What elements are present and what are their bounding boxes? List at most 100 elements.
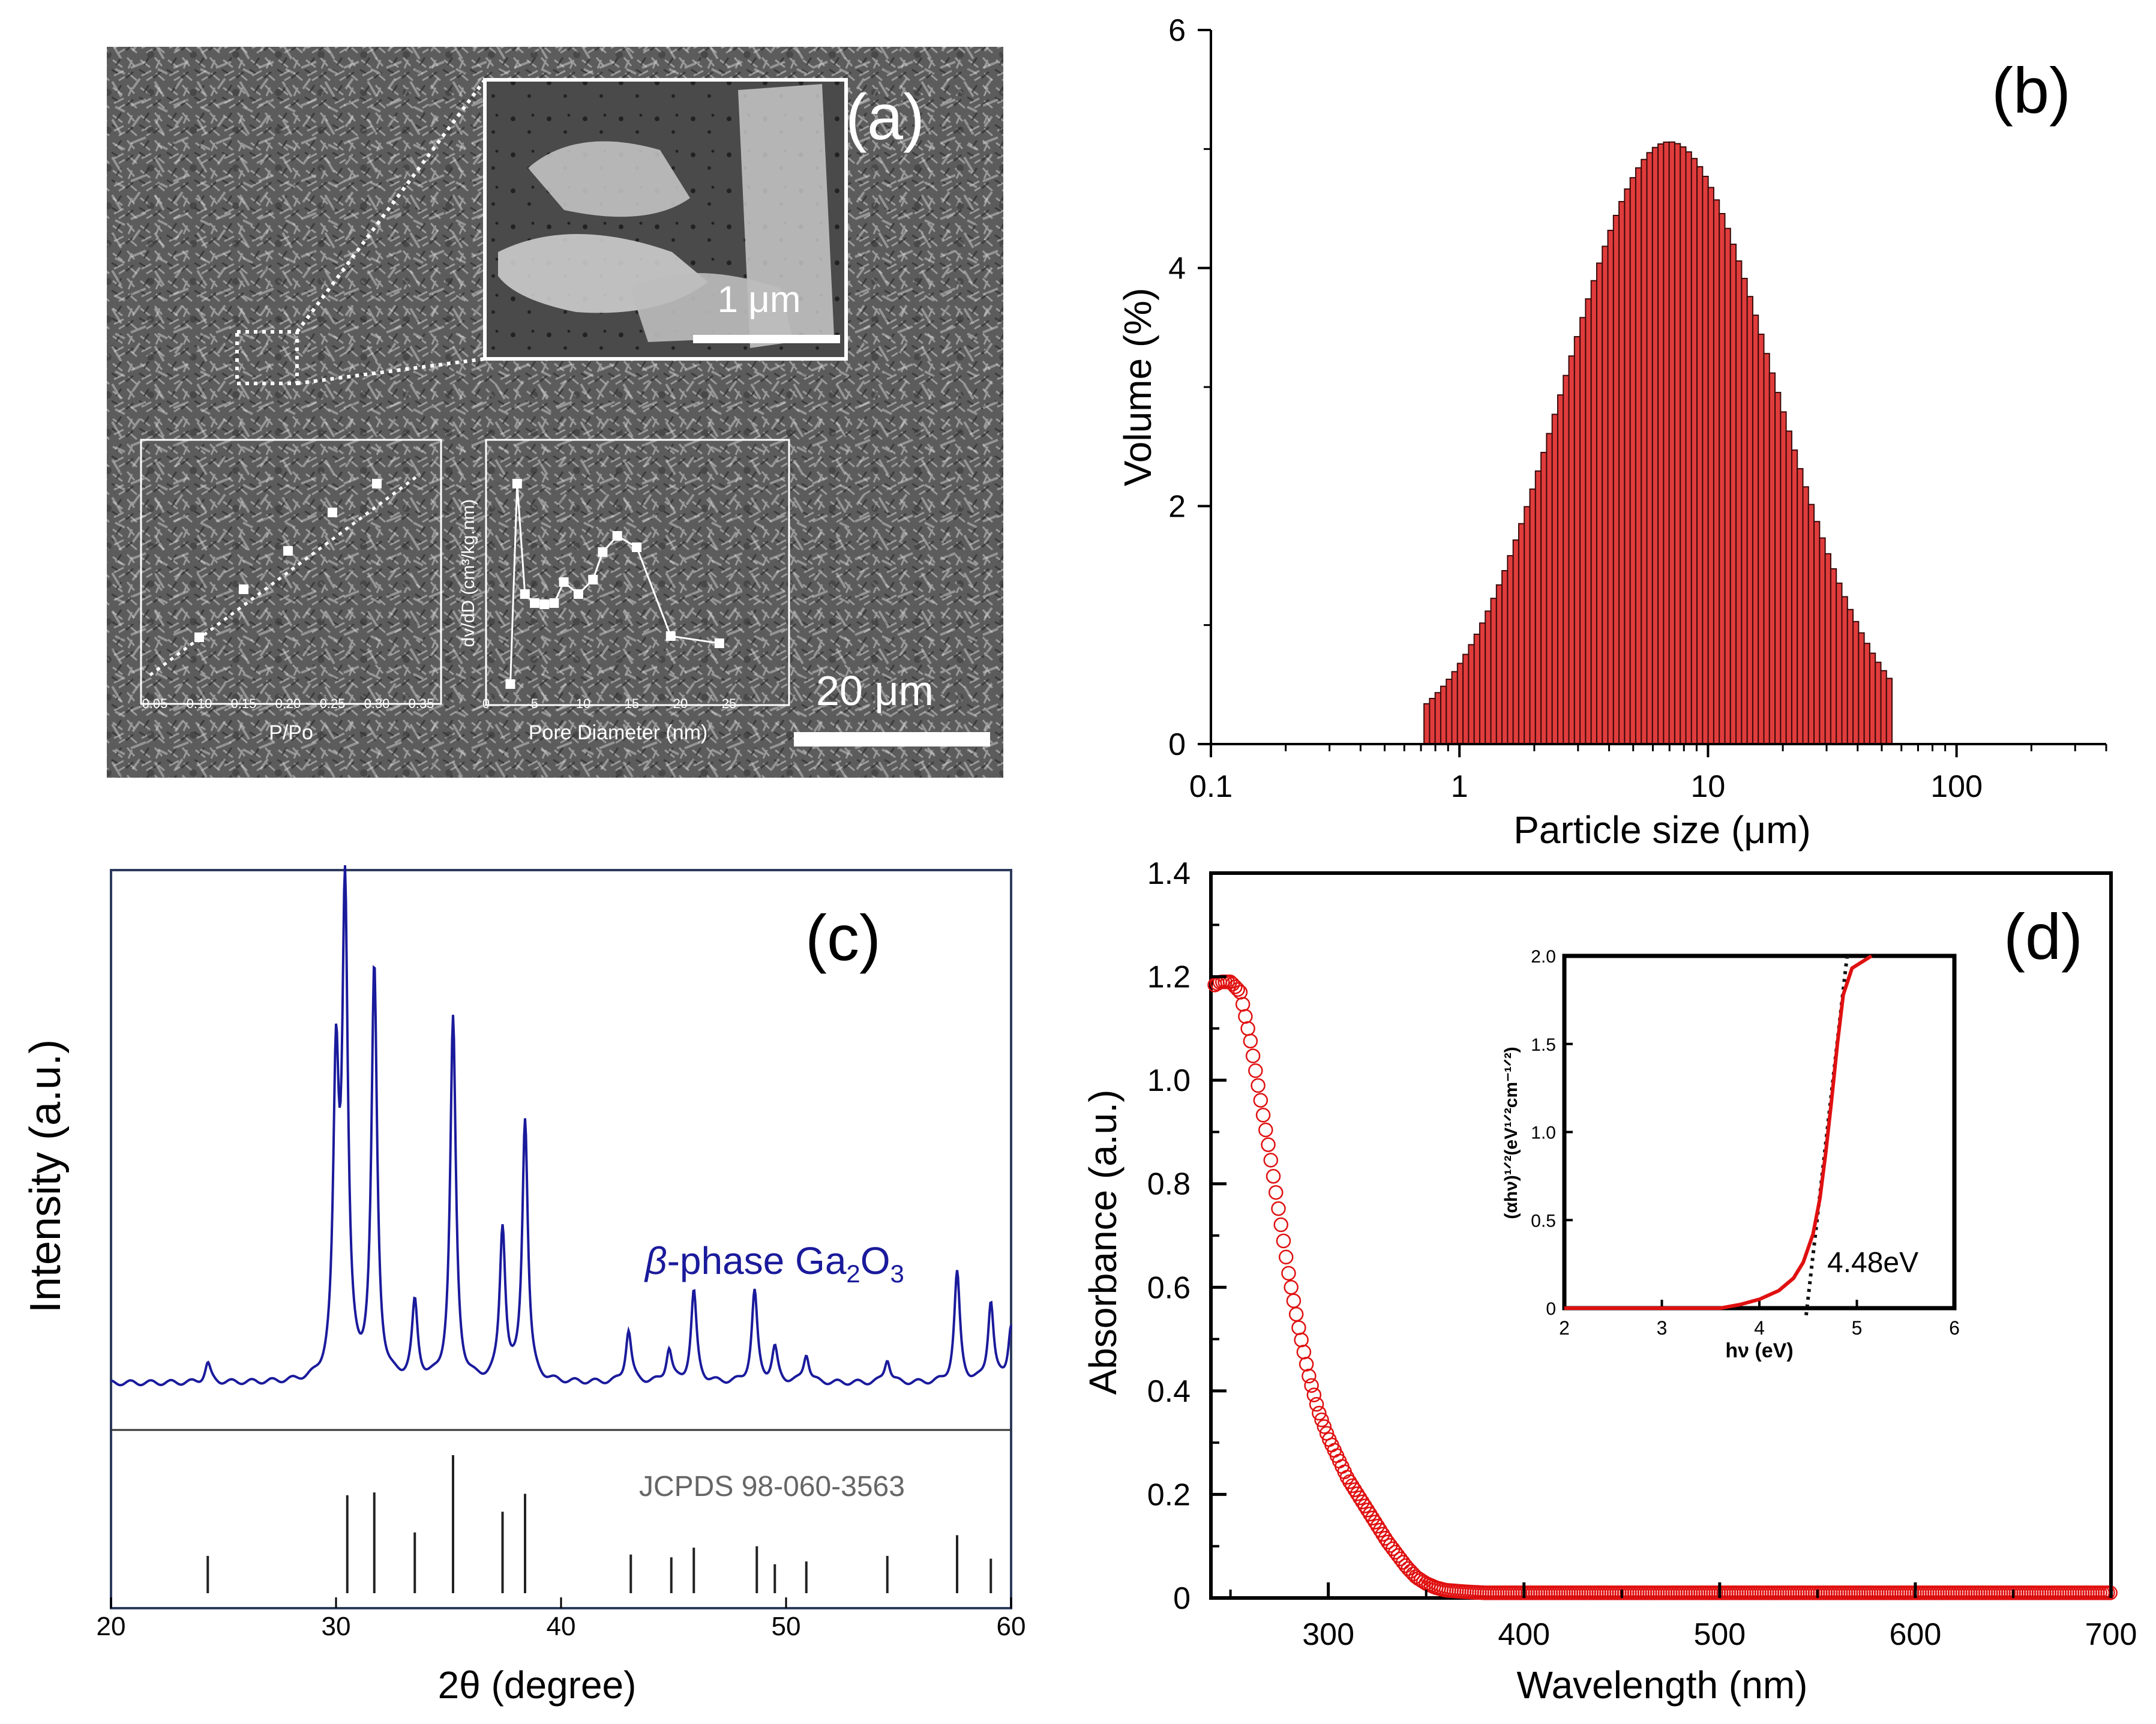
b-bar	[1780, 411, 1787, 745]
c-reference-label: JCPDS 98-060-3563	[639, 1471, 905, 1503]
d-data-point	[1281, 1266, 1296, 1281]
b-bar	[1557, 394, 1564, 745]
pore-xtick-label: 15	[625, 696, 639, 711]
b-xtick-label: 100	[1930, 769, 1983, 804]
panel-label-c: (c)	[805, 901, 881, 974]
b-bar	[1807, 503, 1815, 745]
b-bar	[1819, 537, 1826, 745]
b-bar	[1563, 374, 1570, 745]
c-ylabel: Intensity (a.u.)	[22, 1039, 70, 1313]
d-data-point	[1284, 1280, 1299, 1295]
d-ytick-label: 0.2	[1147, 1477, 1191, 1512]
di-bandgap-label: 4.48eV	[1827, 1247, 1918, 1279]
b-bar	[1791, 449, 1798, 745]
d-data-point	[1258, 1122, 1273, 1138]
pore-xtick-label: 5	[531, 696, 538, 711]
b-bar	[1741, 278, 1748, 745]
di-ytick-label: 0	[1546, 1299, 1556, 1319]
pore-point	[539, 599, 550, 609]
b-bar	[1880, 670, 1887, 745]
di-xtick-label: 5	[1852, 1317, 1863, 1339]
b-bar	[1423, 703, 1431, 745]
c-xtick-label: 20	[97, 1612, 126, 1641]
b-bar	[1529, 488, 1536, 745]
b-bar	[1875, 661, 1882, 745]
pore-point	[588, 575, 598, 584]
b-bar	[1813, 521, 1821, 745]
d-data-point	[1314, 1412, 1329, 1428]
d-data-point	[1269, 1185, 1284, 1200]
b-bar	[1607, 229, 1614, 745]
d-data-point	[1375, 1527, 1390, 1542]
d-data-point	[1248, 1063, 1263, 1078]
b-bar	[1524, 506, 1531, 745]
d-data-point	[1294, 1332, 1309, 1348]
b-bar	[1713, 199, 1720, 745]
c-series-label: β-phase Ga2O3	[644, 1239, 904, 1288]
b-bar	[1752, 314, 1759, 745]
d-data-point	[1288, 1306, 1304, 1322]
bet-point	[283, 546, 293, 556]
d-data-point	[1401, 1561, 1416, 1576]
b-bar	[1635, 167, 1642, 745]
b-bar	[1763, 353, 1770, 745]
d-data-point	[1245, 1048, 1261, 1063]
d-data-point	[1357, 1498, 1372, 1513]
di-ytick-label: 1.5	[1531, 1035, 1556, 1055]
b-bar	[1602, 245, 1609, 745]
b-bar	[1585, 298, 1592, 745]
pore-xtick-label: 20	[673, 696, 688, 711]
b-bar	[1841, 596, 1848, 745]
pore-point	[520, 589, 530, 599]
b-bar	[1434, 692, 1441, 745]
b-bar	[1540, 452, 1548, 745]
di-xtick-label: 3	[1657, 1317, 1668, 1339]
d-ylabel: Absorbance (a.u.)	[1081, 1090, 1125, 1395]
b-bar	[1579, 317, 1587, 745]
b-bar	[1468, 644, 1475, 745]
b-bar	[1624, 188, 1631, 745]
b-bar	[1573, 336, 1581, 745]
d-data-point	[1276, 1233, 1291, 1249]
bet-xtick-label: 0.20	[275, 696, 301, 711]
di-ytick-label: 2.0	[1531, 947, 1556, 967]
b-bar	[1451, 671, 1458, 745]
d-xtick-label: 700	[2085, 1617, 2137, 1652]
d-data-point	[1228, 979, 1243, 994]
b-bar	[1629, 177, 1636, 745]
d-data-point	[1222, 974, 1238, 990]
pore-xlabel: Pore Diameter (nm)	[529, 721, 708, 744]
d-data-point	[1304, 1378, 1319, 1393]
b-xtick-label: 0.1	[1189, 769, 1233, 804]
d-data-point	[1306, 1387, 1322, 1402]
b-bar	[1479, 622, 1486, 745]
b-bar	[1729, 244, 1737, 745]
inset-scale-label: 1 μm	[717, 279, 800, 320]
pore-point	[512, 479, 522, 488]
b-bar	[1858, 632, 1865, 745]
panel-b: 0.1 1 10 100 0 2 4 6 Particle size (μm) Volume …	[1116, 13, 2107, 851]
pore-point	[598, 547, 608, 557]
d-data-point	[1278, 1249, 1294, 1265]
c-xrd-curve	[110, 865, 1012, 1387]
b-bar	[1797, 468, 1804, 745]
b-bar	[1674, 143, 1681, 745]
d-data-point	[1360, 1503, 1375, 1518]
d-data-point	[1263, 1153, 1279, 1168]
d-ytick-label: 0	[1173, 1581, 1191, 1616]
d-data-point	[1271, 1201, 1286, 1216]
d-inset: 2 3 4 5 6 0 0.5 1.0 1.5 2.0 4.48eV hν (eV) (αhν)¹…	[1501, 947, 1960, 1362]
bet-xtick-label: 0.05	[142, 696, 168, 711]
pore-point	[505, 679, 515, 689]
d-data-point	[1243, 1033, 1258, 1049]
d-xtick-label: 500	[1693, 1617, 1746, 1652]
c-xtick-label: 50	[772, 1612, 801, 1641]
b-xlabel: Particle size (μm)	[1513, 808, 1811, 851]
d-data-point	[1372, 1522, 1388, 1538]
d-ytick-label: 1.0	[1147, 1063, 1191, 1098]
bet-xtick-label: 0.25	[320, 696, 346, 711]
b-bar	[1501, 569, 1509, 745]
bet-point	[194, 632, 204, 642]
panel-c: 20 30 40 50 60 (c) β-phase Ga2O3 JCPDS 98-06…	[22, 865, 1025, 1707]
b-bar	[1512, 539, 1519, 745]
